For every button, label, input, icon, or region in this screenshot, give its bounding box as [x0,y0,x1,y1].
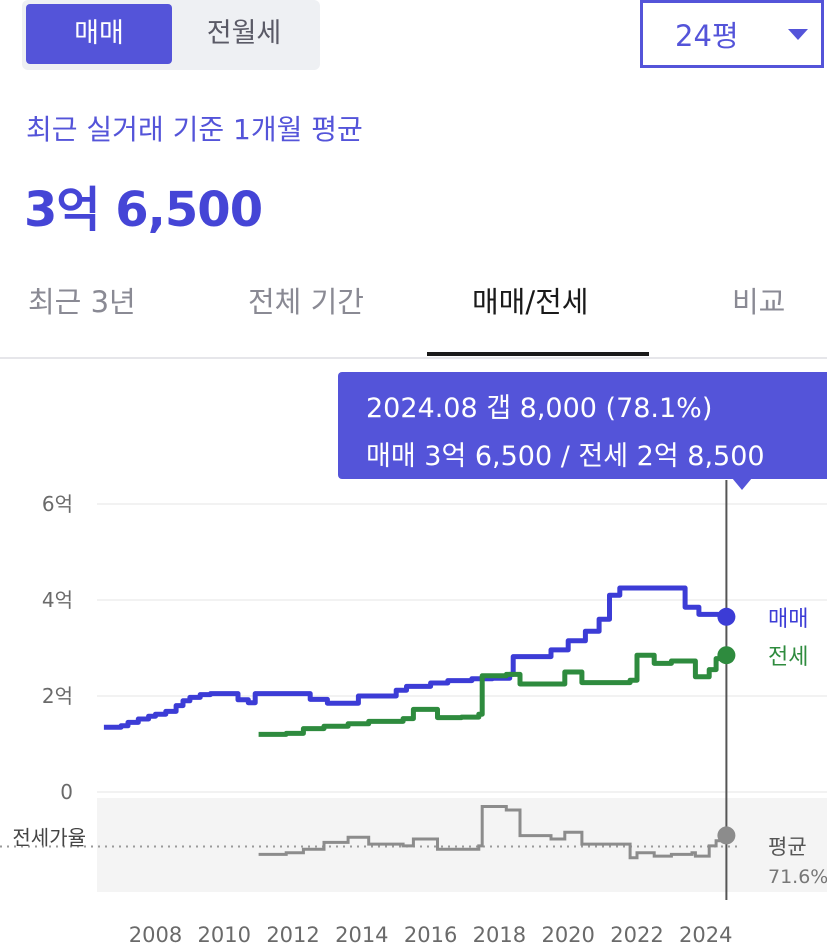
ratio-series-line [258,805,728,860]
ratio-panel-label: 전세가율 [12,826,86,850]
active-tab-indicator [427,352,649,356]
tooltip-gap-line: 2024.08 갭 8,000 (78.1%) [366,393,713,424]
area-size-value: 24평 [675,19,739,53]
jeonse-series-label: 전세 [768,645,808,670]
series-end-marker [717,607,736,626]
deal-type-rent-button[interactable]: 전월세 [206,18,282,49]
x-tick-label: 2008 [129,923,182,947]
y-tick-label: 4억 [42,588,73,612]
y-tick-label: 0 [60,780,73,804]
sale-series-label: 매매 [768,607,808,632]
ratio-average-label: 평균 [768,835,807,859]
ratio-average-value: 71.6% [768,866,827,888]
jeonse-series-line [258,652,729,737]
x-tick-label: 2022 [610,923,663,947]
tab-all-period[interactable]: 전체 기간 [248,285,364,319]
tab-sale-jeonse[interactable]: 매매/전세 [472,285,589,319]
sale-series-line [103,585,729,730]
area-size-dropdown[interactable]: 24평 [640,0,824,68]
tab-recent-3-years[interactable]: 최근 3년 [28,285,136,319]
y-tick-label: 2억 [42,684,73,708]
tab-compare[interactable]: 비교 [732,285,786,319]
x-tick-label: 2014 [335,923,388,947]
x-tick-label: 2010 [198,923,251,947]
x-tick-label: 2020 [541,923,594,947]
x-tick-label: 2018 [473,923,526,947]
price-basis-label: 최근 실거래 기준 1개월 평균 [26,113,363,146]
series-end-marker [717,646,736,665]
y-tick-label: 6억 [42,492,73,516]
chevron-down-icon [788,29,808,40]
ratio-panel-background [97,798,827,892]
tooltip-arrow [732,478,752,490]
x-tick-label: 2016 [404,923,457,947]
average-price: 3억 6,500 [24,182,263,238]
deal-type-toggle: 매매 전월세 [22,0,320,70]
deal-type-sale-button[interactable]: 매매 [26,4,172,64]
chart-tooltip: 2024.08 갭 8,000 (78.1%) 매매 3억 6,500 / 전세… [338,372,827,479]
ratio-end-marker [717,826,736,845]
x-tick-label: 2012 [266,923,319,947]
x-tick-label: 2024 [679,923,732,947]
price-chart[interactable]: 0 2억 4억 6억 2008 2010 2012 2014 2016 2018 2020 2022 2… [0,480,827,952]
tooltip-price-line: 매매 3억 6,500 / 전세 2억 8,500 [366,441,765,472]
tab-divider [0,357,827,359]
